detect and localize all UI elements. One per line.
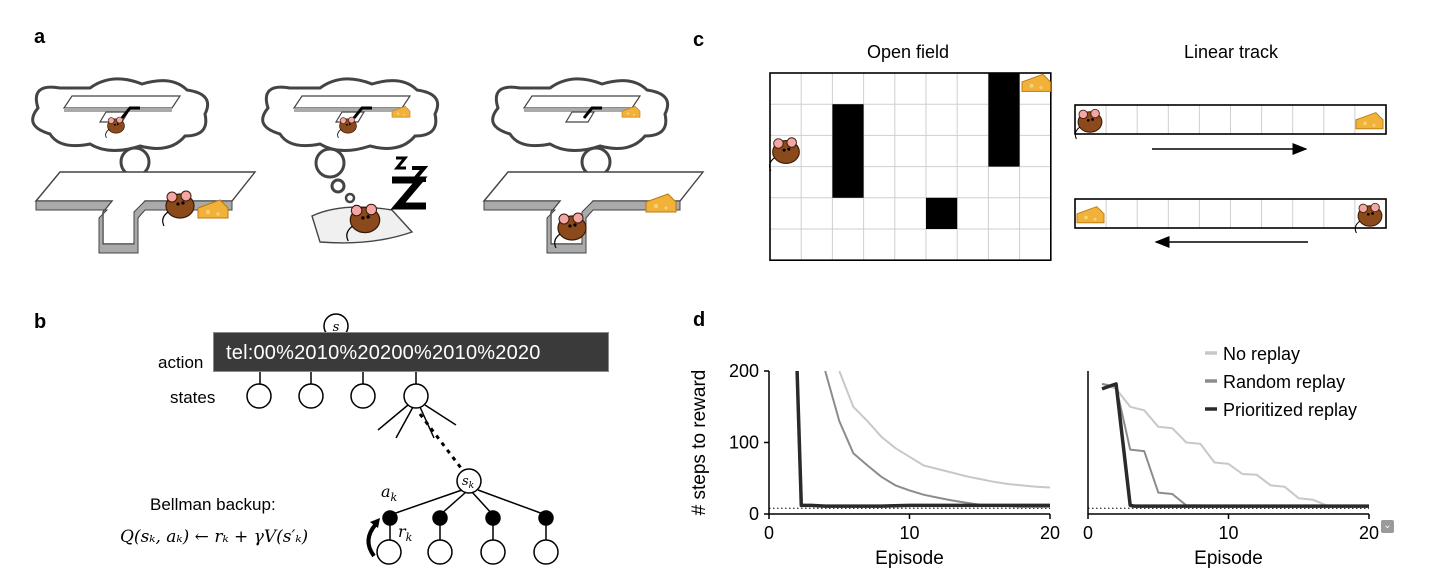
linear-track-title: Linear track <box>1184 42 1279 62</box>
panel-a-scene-1 <box>31 77 257 254</box>
panel-a-scene-2 <box>261 77 440 244</box>
cheese-icon <box>1021 73 1051 92</box>
wall-block <box>832 104 864 198</box>
legend-entry: Prioritized replay <box>1223 400 1357 420</box>
panel-a-scene-3 <box>482 77 705 254</box>
bellman-title: Bellman backup: <box>150 495 276 514</box>
track-border <box>1074 198 1387 229</box>
panel-label-d: d <box>693 309 705 331</box>
x-tick-label: 10 <box>1218 523 1238 543</box>
x-tick-label: 20 <box>1040 523 1060 543</box>
series-line-prioritized-replay <box>1101 382 1369 508</box>
wall-block <box>988 73 1020 167</box>
linear-track-left <box>1074 198 1387 234</box>
x-tick-label: 0 <box>1083 523 1093 543</box>
track-border <box>1074 104 1387 135</box>
states-label: states <box>170 388 215 407</box>
cheese-icon <box>1355 112 1384 130</box>
y-tick-label: 200 <box>729 361 759 381</box>
panel-label-b: b <box>34 311 46 333</box>
rk-label: rk <box>398 522 413 544</box>
tooltip: tel:00%2010%20200%2010%2020 <box>213 332 609 372</box>
ak-label: ak <box>381 482 398 504</box>
mouse-icon <box>768 137 800 172</box>
backup-arrow-icon <box>366 522 378 558</box>
series-line-no-replay <box>838 370 1051 489</box>
panel-label-c: c <box>693 29 704 51</box>
series-line-random-replay <box>824 370 1050 508</box>
chart-steps-right: 0 10 20 Episode No replay Random replay Priori… <box>1083 344 1379 569</box>
actions-label: action <box>158 353 203 372</box>
x-tick-label: 0 <box>764 523 774 543</box>
root-state-label: s <box>333 320 340 335</box>
linear-track-right <box>1074 104 1387 140</box>
panel-label-a: a <box>34 26 46 48</box>
mouse-icon <box>162 190 195 227</box>
open-field-title: Open field <box>867 42 949 62</box>
chevron-down-icon[interactable]: ⌄ <box>1381 520 1394 533</box>
x-axis-label: Episode <box>1194 548 1263 569</box>
y-tick-label: 0 <box>749 504 759 524</box>
x-tick-label: 10 <box>899 523 919 543</box>
bellman-equation: Q(sₖ, aₖ) ← rₖ + γV(s′ₖ) <box>120 527 308 547</box>
y-tick-label: 100 <box>729 433 759 453</box>
sleep-z-icon <box>390 156 429 210</box>
series-line-prioritized-replay <box>795 370 1050 508</box>
legend-entry: No replay <box>1223 344 1300 364</box>
y-axis-label: # steps to reward <box>689 370 710 516</box>
open-field-grid <box>768 72 1052 261</box>
x-axis-label: Episode <box>875 548 944 569</box>
wall-block <box>926 197 958 229</box>
node-sk-label: sk <box>462 474 474 491</box>
x-tick-label: 20 <box>1359 523 1379 543</box>
cheese-icon <box>1076 206 1105 224</box>
legend-entry: Random replay <box>1223 372 1345 392</box>
